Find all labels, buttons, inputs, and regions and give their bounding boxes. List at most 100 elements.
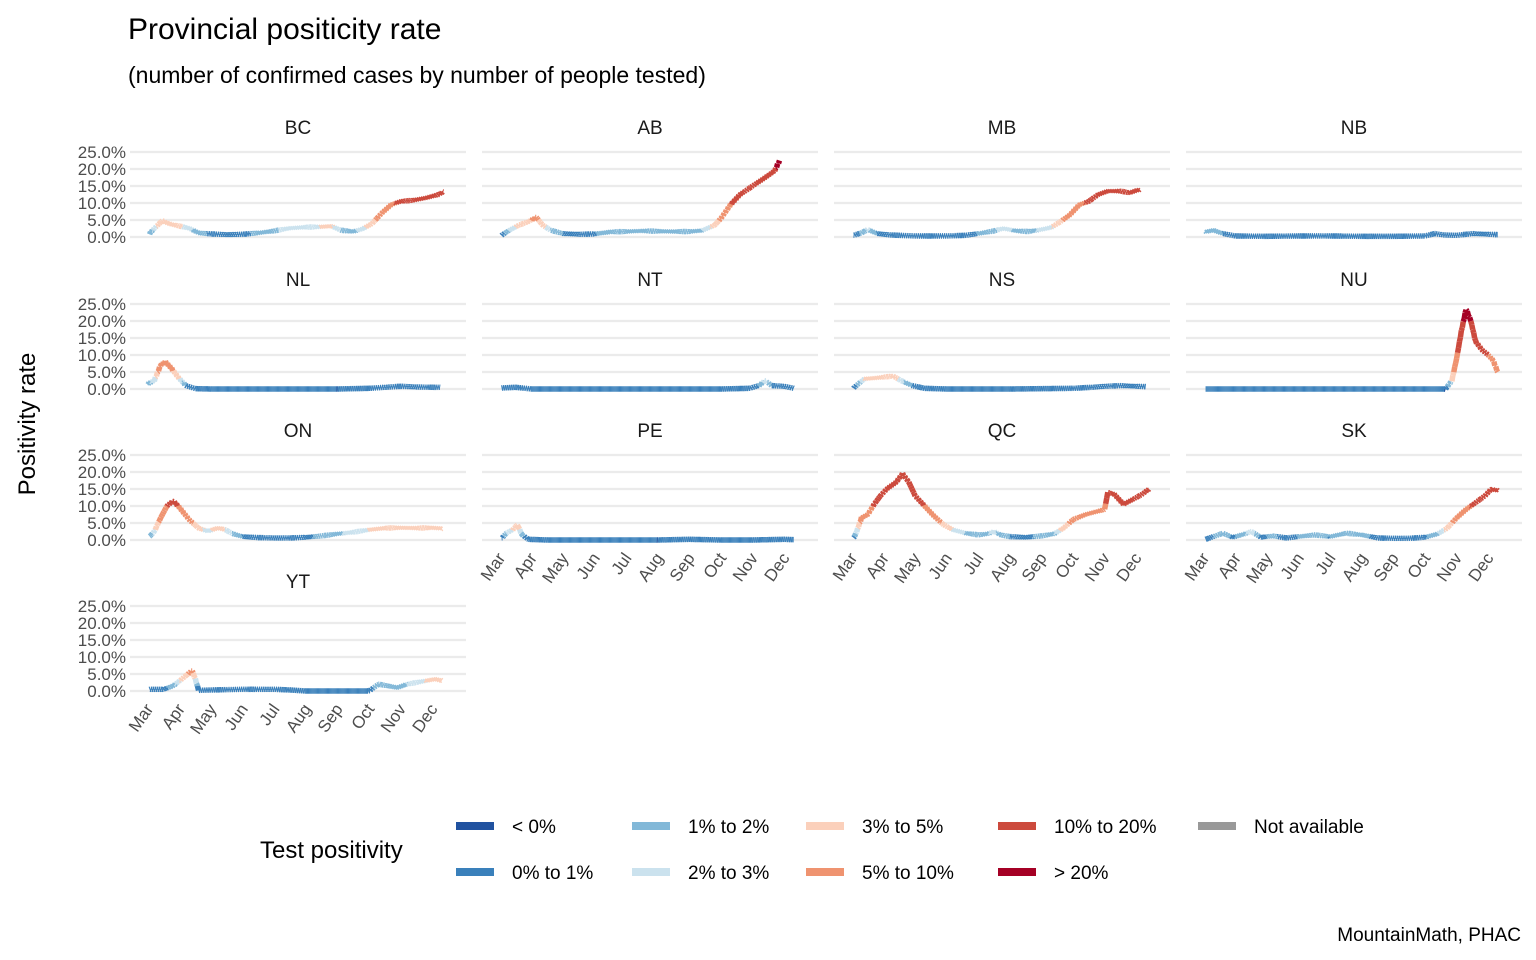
y-tick-label: 5.0% [87, 514, 126, 533]
x-tick-label: Jun [925, 549, 956, 582]
series-segment [641, 228, 647, 234]
panel-ns: NS [834, 270, 1170, 392]
series-segment [189, 669, 196, 675]
series-segment [1124, 383, 1129, 389]
series-segment [1473, 499, 1479, 505]
series-segment [1260, 534, 1265, 540]
series-segment [1450, 519, 1456, 525]
series-segment [1055, 220, 1060, 226]
series-segment [1443, 526, 1448, 532]
series-segment [755, 383, 760, 389]
series-segment [978, 531, 984, 538]
series-segment [970, 531, 975, 537]
y-axis-label: Positivity rate [14, 353, 41, 496]
series-segment [901, 379, 907, 385]
series-segment [642, 228, 648, 234]
y-tick-label: 25.0% [78, 597, 126, 616]
series-segment [1468, 320, 1475, 326]
series-segment [1481, 349, 1488, 355]
series-segment [538, 220, 544, 226]
series-segment [780, 383, 785, 389]
x-tick-label: Oct [1404, 549, 1435, 582]
series-segment [1453, 352, 1461, 359]
series-segment [153, 371, 161, 377]
series-segment [531, 215, 538, 221]
series-segment [158, 219, 164, 225]
series-segment [1443, 385, 1450, 391]
series-segment [1344, 530, 1349, 536]
series-segment [657, 228, 662, 234]
series-segment [1272, 533, 1276, 539]
panel-strip-label: NT [637, 270, 663, 291]
series-segment [1128, 383, 1133, 389]
series-segment [1020, 228, 1024, 234]
x-tick-label: Aug [634, 549, 667, 585]
series-segment [1487, 355, 1494, 360]
x-tick-label: Jun [221, 700, 252, 733]
series-segment [1338, 531, 1344, 537]
series-segment [1221, 530, 1226, 537]
series-segment [1269, 533, 1275, 539]
series-segment [855, 521, 863, 528]
series-segment [166, 501, 173, 507]
series-segment [369, 220, 376, 226]
series-segment [184, 672, 189, 678]
series-segment [1353, 531, 1359, 537]
series-segment [431, 193, 437, 199]
series-segment [522, 534, 528, 540]
series-segment [909, 487, 916, 493]
series-segment [1301, 533, 1306, 539]
series-segment [688, 228, 694, 234]
series-segment [188, 384, 193, 390]
series-segment [689, 228, 695, 234]
series-segment [1137, 493, 1141, 499]
series-segment [229, 231, 234, 238]
series-segment [303, 534, 308, 541]
series-segment [893, 375, 899, 380]
series-segment [995, 227, 1001, 233]
series-segment [161, 508, 168, 514]
series-segment [1477, 345, 1484, 351]
series-segment [197, 230, 203, 236]
series-segment [1304, 533, 1310, 539]
series-segment [547, 227, 553, 233]
series-segment [411, 197, 416, 203]
series-segment [1143, 488, 1150, 494]
series-segment [612, 229, 617, 235]
series-segment [1473, 231, 1478, 237]
series-segment [857, 380, 863, 385]
series-segment [1086, 198, 1091, 205]
series-segment [201, 230, 206, 236]
y-tick-label: 5.0% [87, 363, 126, 382]
series-segment [917, 499, 925, 505]
series-segment [880, 490, 886, 496]
series-segment [1060, 526, 1067, 531]
series-segment [307, 534, 312, 540]
series-segment [1108, 490, 1113, 496]
series-segment [388, 683, 393, 690]
series-segment [1125, 189, 1130, 195]
series-segment [251, 230, 256, 236]
series-segment [1469, 324, 1476, 331]
series-segment [199, 230, 205, 236]
series-segment [391, 525, 396, 531]
series-segment [1466, 314, 1472, 320]
series-segment [329, 531, 334, 538]
series-segment [1137, 383, 1141, 390]
series-segment [424, 525, 429, 531]
series-segment [300, 534, 304, 541]
series-segment [606, 229, 612, 235]
series-segment [1076, 514, 1082, 520]
series-segment [169, 366, 176, 372]
x-tick-label: Sep [1370, 549, 1403, 585]
series-segment [542, 224, 548, 230]
series-segment [1106, 489, 1111, 496]
series-segment [161, 686, 167, 692]
series-segment [872, 499, 879, 505]
series-segment [1425, 533, 1430, 540]
x-tick-label: Jul [1312, 549, 1340, 578]
series-segment [412, 384, 417, 390]
series-segment [171, 222, 177, 228]
series-segment [1029, 534, 1034, 540]
series-segment [270, 228, 275, 234]
